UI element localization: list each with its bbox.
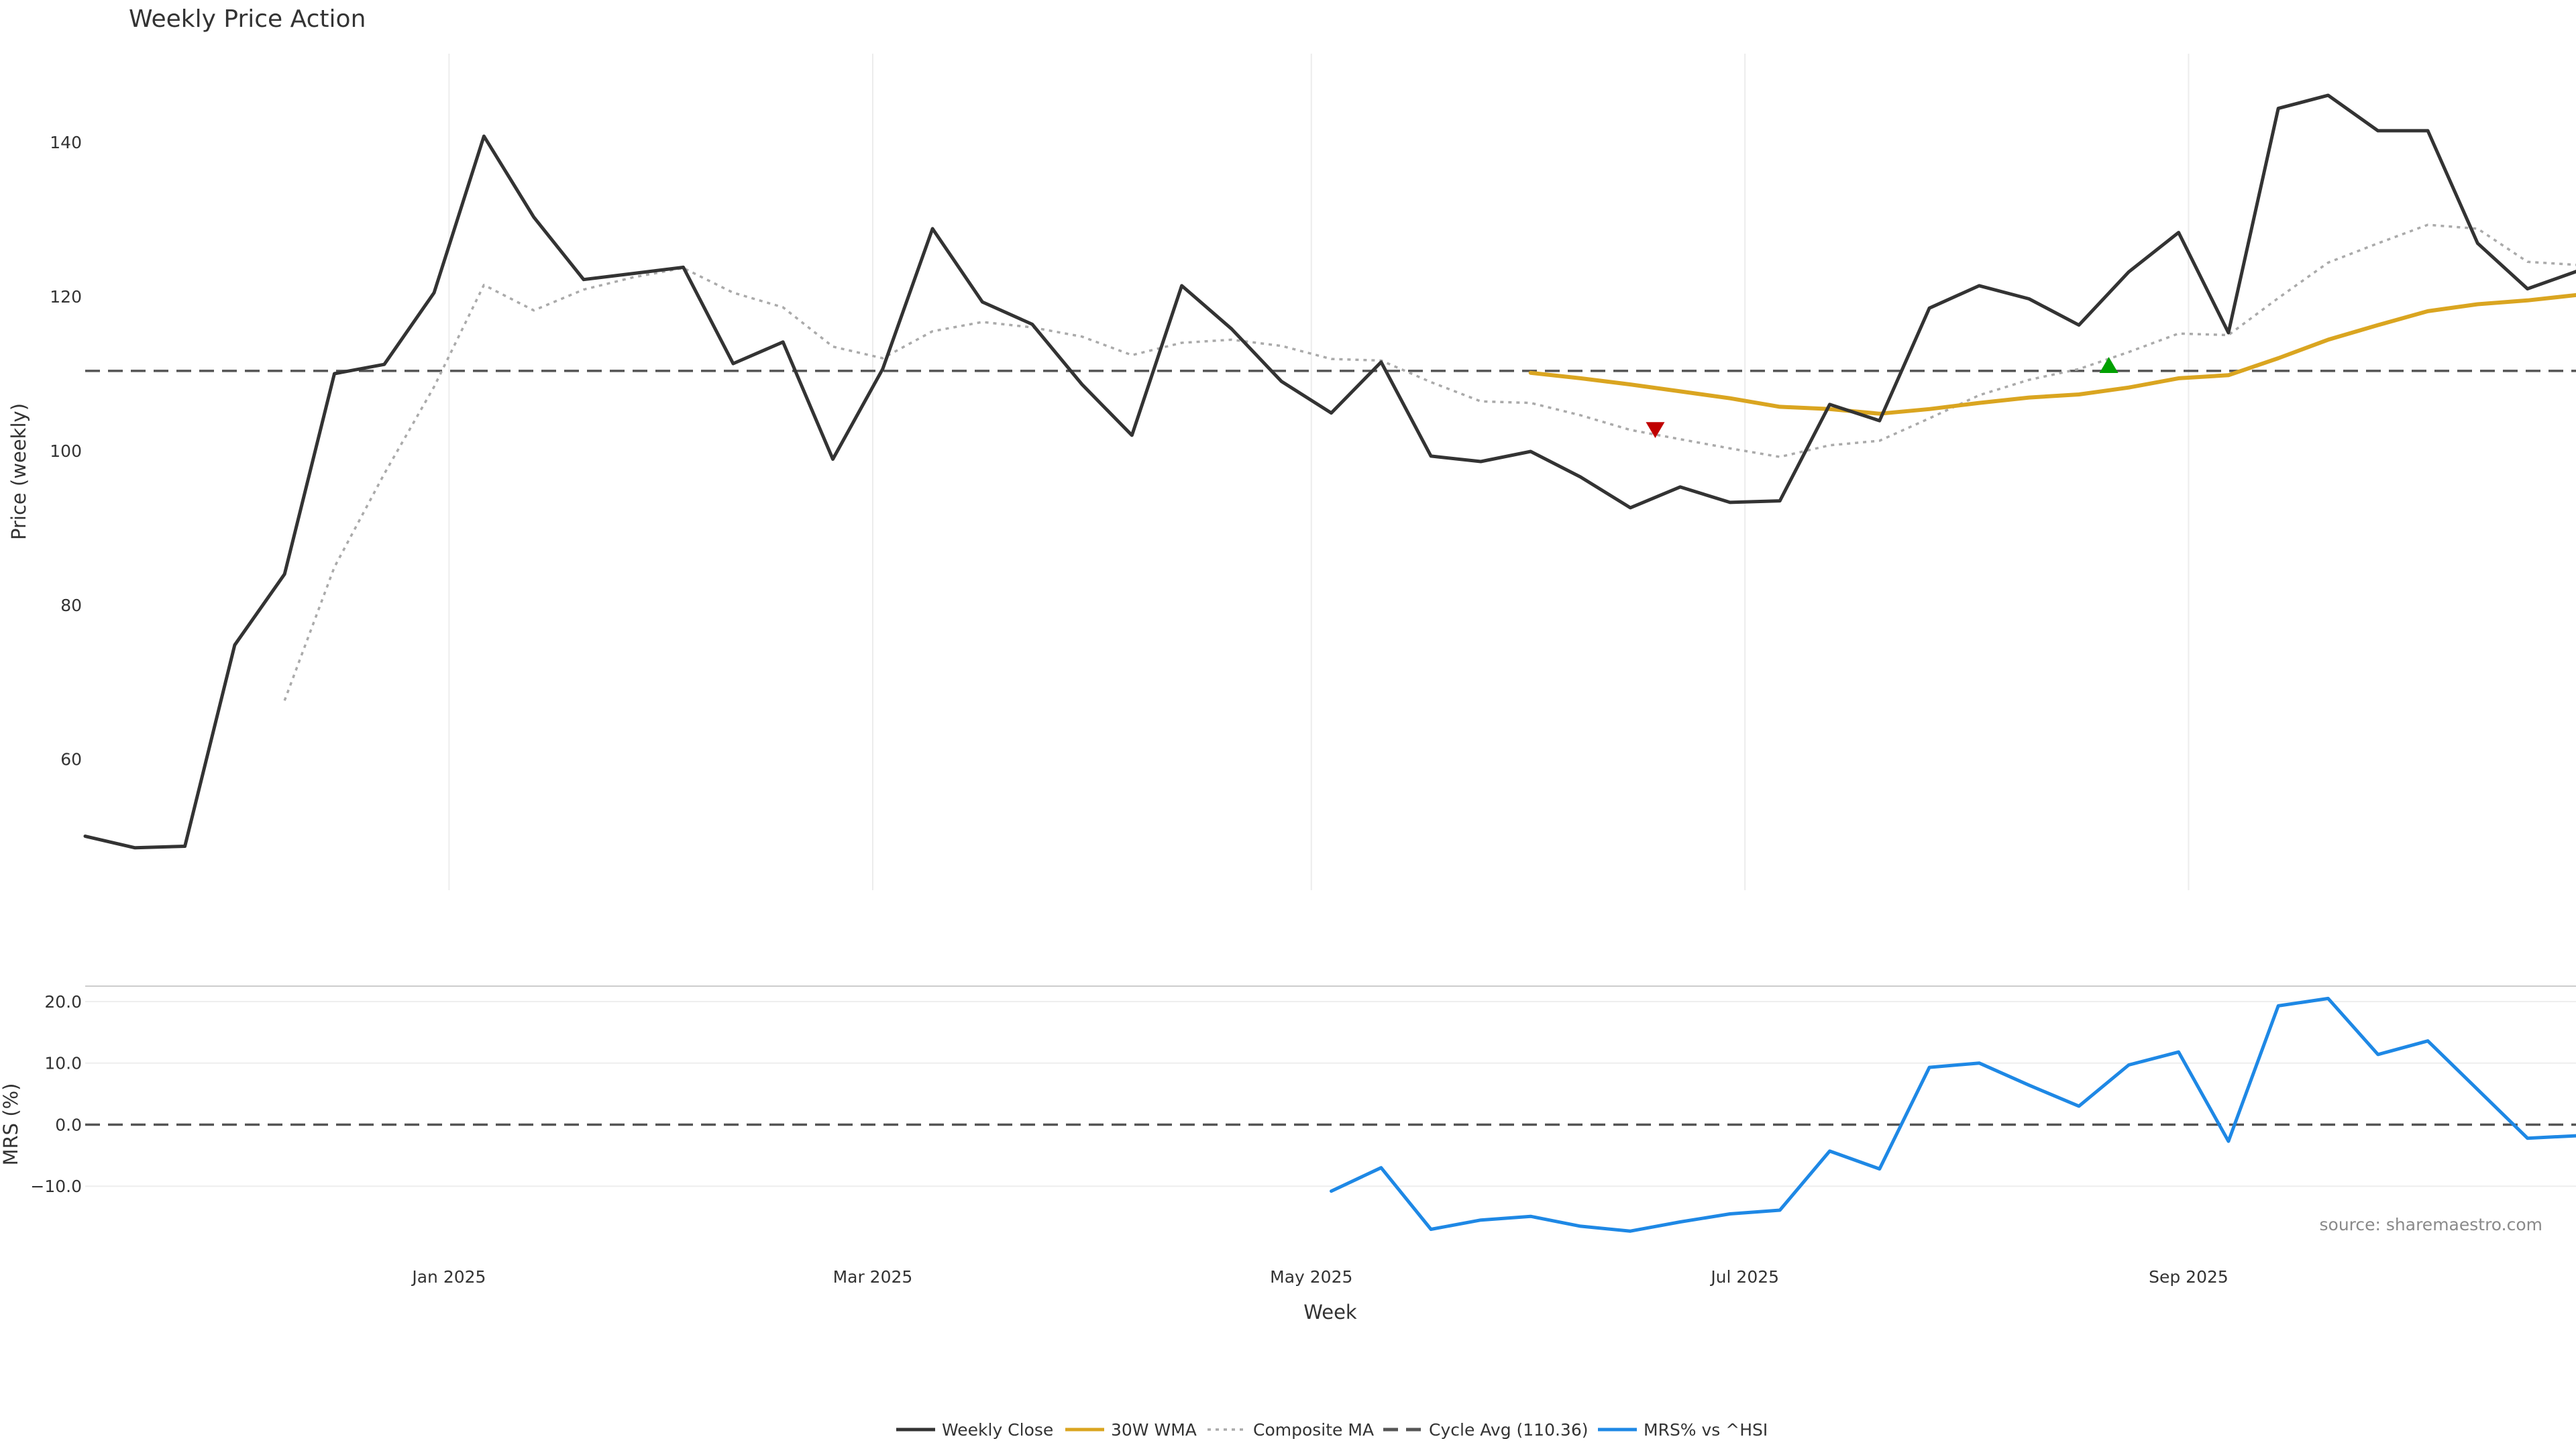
x-tick-label: Mar 2025: [833, 1267, 913, 1287]
x-tick-label: Sep 2025: [2149, 1267, 2229, 1287]
source-note: source: sharemaestro.com: [2320, 1215, 2543, 1234]
mrs-panel: MRS (%) −10.0 0.0 10.0 20.0 Jan 2025 Mar 202…: [0, 985, 2576, 1324]
mrs-y-tick-label: 0.0: [55, 1115, 82, 1134]
x-tick-label: Jul 2025: [1709, 1267, 1779, 1287]
price-y-axis-label: Price (weekly): [7, 403, 30, 540]
x-axis-label: Week: [1303, 1301, 1357, 1324]
legend-label: Weekly Close: [942, 1420, 1053, 1440]
mrs-y-axis-label: MRS (%): [0, 1083, 22, 1166]
mrs-y-tick-label: −10.0: [30, 1177, 82, 1196]
x-tick-label: May 2025: [1270, 1267, 1352, 1287]
legend-label: MRS% vs ^HSI: [1644, 1420, 1768, 1440]
mrs-line: [1330, 996, 2576, 1233]
legend-label: Cycle Avg (110.36): [1429, 1420, 1589, 1440]
price-panel: Weekly Price Action Price (weekly) 60 80 1…: [7, 5, 2576, 890]
price-y-tick-label: 120: [50, 287, 82, 307]
price-y-tick-label: 80: [60, 596, 82, 615]
mrs-y-tick-label: 20.0: [44, 992, 82, 1012]
chart-title: Weekly Price Action: [129, 5, 366, 33]
legend: Weekly Close 30W WMA Composite MA Cycle Avg…: [896, 1420, 1768, 1440]
buy-signal-marker: [2099, 357, 2118, 373]
x-tick-label: Jan 2025: [411, 1267, 486, 1287]
legend-label: Composite MA: [1253, 1420, 1374, 1440]
price-y-tick-label: 100: [50, 441, 82, 461]
wma-30w-line: [1528, 292, 2576, 416]
weekly-close-line: [83, 93, 2576, 850]
price-y-tick-label: 60: [60, 750, 82, 769]
sell-signal-marker: [1646, 422, 1665, 439]
price-y-tick-label: 140: [50, 133, 82, 152]
legend-label: 30W WMA: [1111, 1420, 1197, 1440]
mrs-y-tick-label: 10.0: [44, 1054, 82, 1073]
